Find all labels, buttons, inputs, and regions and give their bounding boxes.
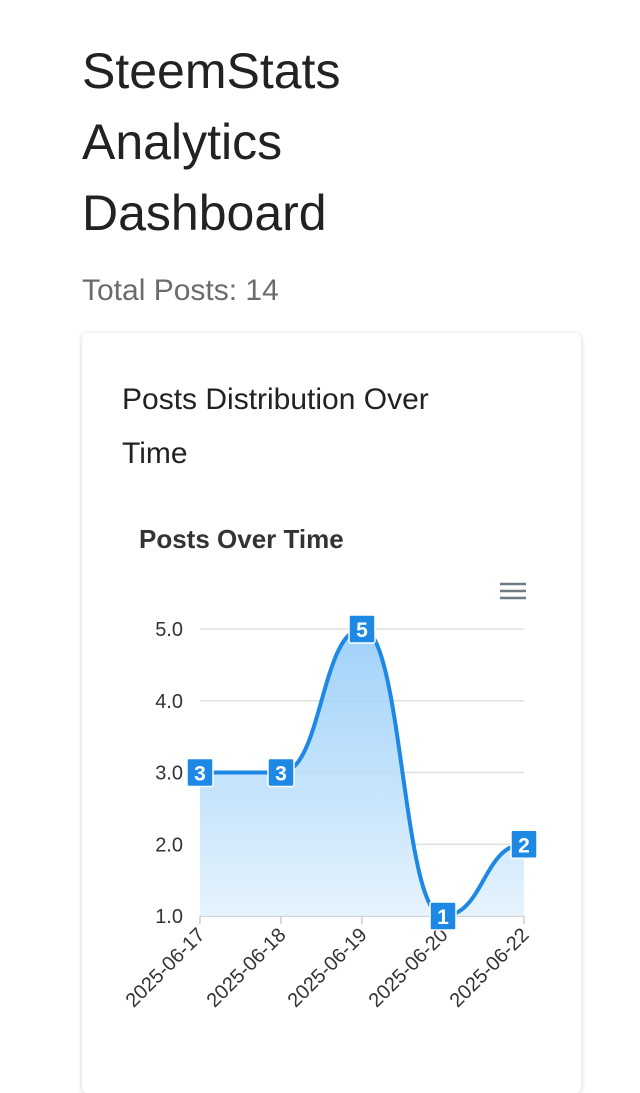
chart: Posts Over Time 1.0 2.0 3.0 4.0 5.0 2025-06-1… <box>122 524 538 1012</box>
page-title: SteemStats Analytics Dashboard <box>82 43 341 241</box>
area <box>200 629 524 916</box>
card-title: Posts Distribution Over Time <box>122 383 429 470</box>
y-tick-label: 4.0 <box>155 691 183 713</box>
data-label: 2 <box>518 834 530 857</box>
menu-button[interactable] <box>500 582 526 600</box>
y-tick-label: 3.0 <box>155 763 183 785</box>
data-label: 3 <box>275 763 287 786</box>
data-label: 5 <box>356 619 368 642</box>
x-tick-label: 2025-06-19 <box>284 924 372 1012</box>
data-label-box <box>267 757 295 788</box>
y-tick-label: 2.0 <box>155 834 183 856</box>
data-label-box <box>348 614 376 644</box>
x-tick-label: 2025-06-18 <box>203 924 291 1012</box>
data-label-box <box>429 901 457 931</box>
x-tick-label: 2025-06-17 <box>122 924 210 1012</box>
data-label: 1 <box>437 906 449 929</box>
data-label-box <box>510 829 538 859</box>
y-tick-label: 5.0 <box>155 619 183 641</box>
chart-title: Posts Over Time <box>139 524 344 554</box>
data-label-box <box>186 757 214 788</box>
x-tick-label: 2025-06-20 <box>365 924 453 1012</box>
total-posts: Total Posts: 14 <box>82 274 279 307</box>
data-label: 3 <box>194 763 206 786</box>
y-tick-label: 1.0 <box>155 906 183 928</box>
x-tick-label: 2025-06-22 <box>446 924 534 1012</box>
